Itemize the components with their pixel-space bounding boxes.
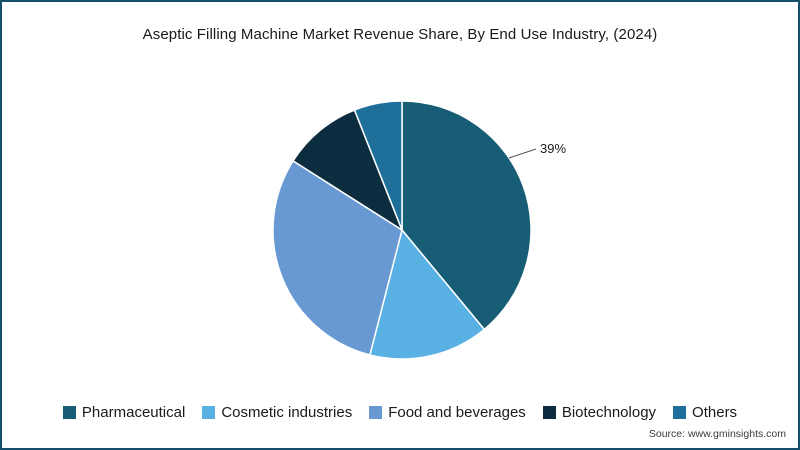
legend-label-others: Others xyxy=(692,404,738,421)
pie-slice-pharmaceutical xyxy=(401,100,532,331)
legend-swatch-cosmetic-industries xyxy=(202,406,216,419)
legend-item-food-and-beverages: Food and beverages xyxy=(369,404,526,421)
legend-item-others: Others xyxy=(673,404,737,421)
legend-swatch-others xyxy=(673,406,687,419)
legend-label-cosmetic-industries: Cosmetic industries xyxy=(221,404,353,421)
legend-item-cosmetic-industries: Cosmetic industries xyxy=(202,404,352,421)
legend-swatch-biotechnology xyxy=(542,406,556,419)
pie-slice-others xyxy=(353,100,403,231)
pie-annotation: 39% xyxy=(508,141,566,159)
legend-item-biotechnology: Biotechnology xyxy=(542,404,657,421)
legend: Pharmaceutical Cosmetic industries Food an… xyxy=(2,404,798,421)
pie-data-label: 39% xyxy=(540,141,566,156)
pie-slices xyxy=(272,100,532,360)
pie-slice-biotechnology xyxy=(292,109,403,231)
legend-label-food-and-beverages: Food and beverages xyxy=(388,404,526,421)
legend-swatch-food-and-beverages xyxy=(369,406,383,419)
legend-swatch-pharmaceutical xyxy=(62,406,76,419)
source-note: Source: www.gminsights.com xyxy=(648,428,786,440)
legend-label-pharmaceutical: Pharmaceutical xyxy=(81,404,186,421)
legend-label-biotechnology: Biotechnology xyxy=(561,404,657,421)
pie-slice-cosmetic-industries xyxy=(369,229,485,360)
pie-chart: 39% xyxy=(272,100,566,360)
data-label-leader-line xyxy=(508,148,537,159)
pie-slice-food-and-beverages xyxy=(272,160,403,356)
chart-title: Aseptic Filling Machine Market Revenue S… xyxy=(142,26,658,43)
legend-item-pharmaceutical: Pharmaceutical xyxy=(62,404,186,421)
